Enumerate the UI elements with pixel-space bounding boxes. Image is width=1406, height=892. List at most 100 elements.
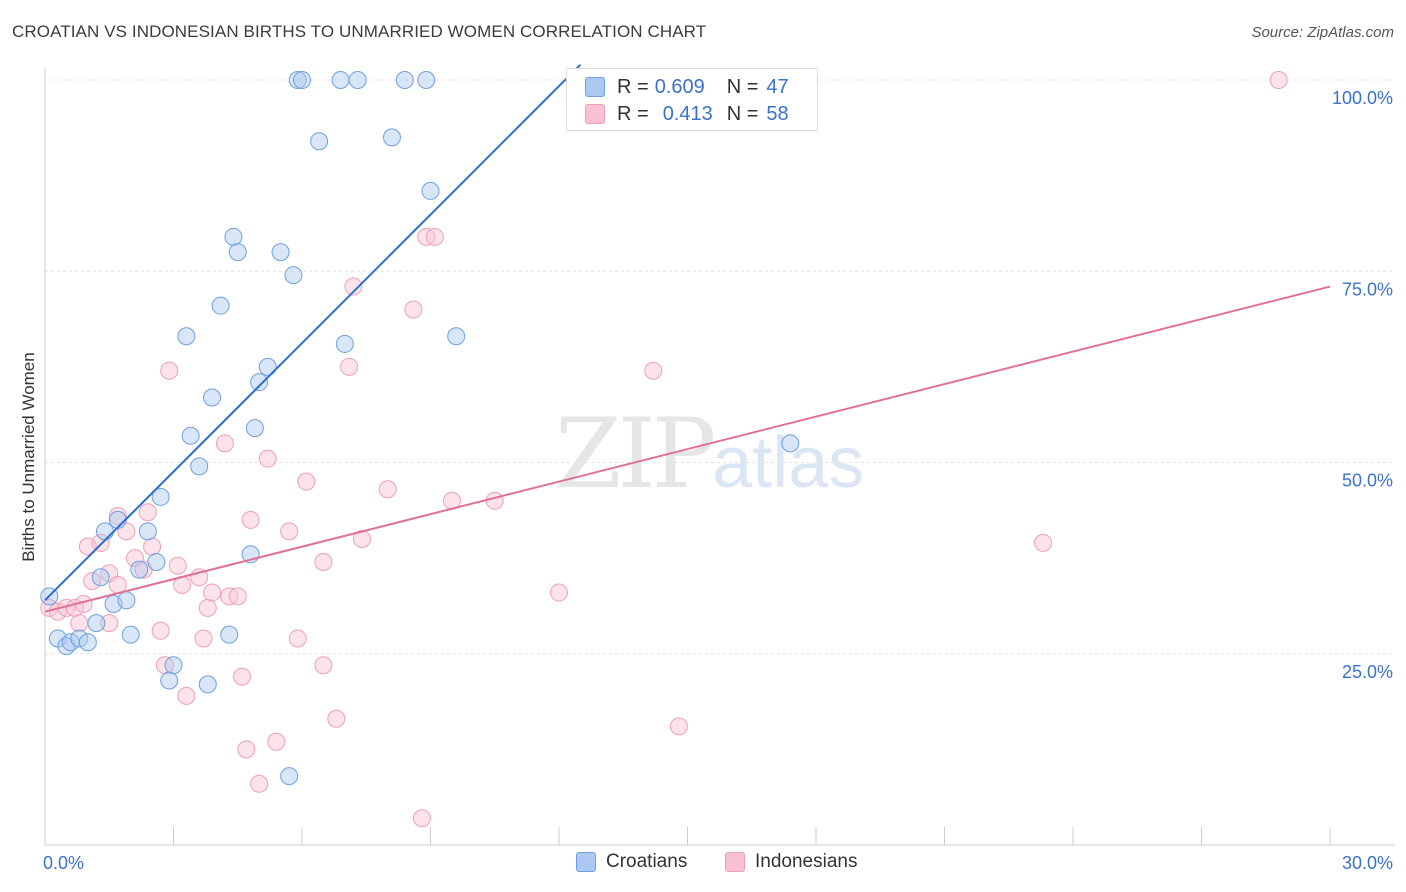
legend-r-label: R = [617, 75, 649, 98]
data-point [108, 510, 127, 529]
data-point [121, 625, 140, 644]
data-point [250, 774, 269, 793]
data-point [314, 552, 333, 571]
data-point [288, 629, 307, 648]
data-point [335, 334, 354, 353]
data-point [280, 522, 299, 541]
data-point [417, 71, 436, 89]
y-tick-label: 25.0% [1342, 662, 1393, 682]
data-point [164, 656, 183, 675]
data-point [669, 717, 688, 736]
data-point [215, 434, 234, 453]
data-point [100, 614, 119, 633]
data-point [404, 300, 423, 319]
series-legend-indonesians[interactable]: Indonesians [725, 851, 857, 873]
data-point [293, 71, 311, 89]
y-axis-title: Births to Unmarried Women [19, 352, 38, 561]
data-point [644, 361, 663, 380]
data-point [1034, 533, 1053, 552]
data-point [190, 457, 209, 476]
data-point [327, 709, 346, 728]
data-point [91, 568, 110, 587]
data-point [258, 449, 277, 468]
series-legend-croatians[interactable]: Croatians [576, 851, 687, 873]
legend-row-croatians: R = 0.609 N = 47 [585, 75, 789, 99]
legend-r-value: 0.609 [654, 75, 705, 98]
trend-line [44, 285, 1331, 613]
series-legend-label: Indonesians [755, 851, 858, 872]
data-point [425, 227, 444, 246]
data-point [228, 587, 247, 606]
data-point [550, 583, 568, 602]
series-legend-swatch [576, 852, 596, 872]
data-point [198, 675, 217, 694]
legend-swatch-indonesians [585, 104, 605, 124]
data-point [70, 614, 89, 633]
data-point [151, 487, 170, 506]
data-point [138, 522, 157, 541]
data-point [280, 767, 299, 786]
grid-lines [45, 79, 1395, 655]
data-point [1269, 71, 1288, 89]
series-croatians [40, 71, 800, 786]
data-point [83, 572, 102, 591]
data-point [177, 686, 196, 705]
source-credit: Source: ZipAtlas.com [1251, 24, 1394, 41]
legend-r-value: 0.413 [662, 102, 713, 125]
series-legend-label: Croatians [606, 851, 688, 872]
data-point [412, 809, 431, 828]
data-point [781, 434, 800, 453]
data-point [237, 740, 256, 759]
x-tick-label: 30.0% [1342, 853, 1393, 873]
data-point [233, 667, 252, 686]
data-point [271, 243, 290, 262]
trend-line [44, 63, 582, 601]
legend-n-label: N = [726, 75, 759, 98]
data-point [228, 243, 247, 262]
data-point [147, 552, 166, 571]
data-point [160, 671, 179, 690]
data-point [485, 491, 504, 510]
data-point [220, 625, 239, 644]
data-point [245, 419, 264, 438]
trend-lines [44, 63, 1331, 613]
data-point [297, 472, 316, 491]
series-legend: Croatians Indonesians [0, 851, 1406, 877]
data-point [181, 426, 200, 445]
legend-r-label: R = [617, 102, 649, 125]
data-point [267, 732, 286, 751]
data-point [87, 614, 106, 633]
data-point [447, 327, 466, 346]
data-point [211, 296, 230, 315]
axis-labels: 25.0% 50.0% 75.0% 100.0% 0.0% 30.0% Births to … [19, 88, 1393, 873]
y-tick-label: 50.0% [1342, 471, 1393, 491]
data-point [395, 71, 414, 89]
legend-row-indonesians: R = 0.413 N = 58 [585, 102, 789, 126]
data-point [91, 533, 110, 552]
data-point [117, 591, 136, 610]
x-tick-label: 0.0% [43, 853, 84, 873]
data-point [348, 71, 367, 89]
data-point [70, 629, 89, 648]
data-point [340, 357, 359, 376]
data-point [250, 373, 269, 392]
data-point [241, 510, 260, 529]
data-point [108, 507, 127, 526]
data-point [331, 71, 350, 89]
correlation-legend: R = 0.609 N = 47 R = 0.413 N = 58 [566, 68, 818, 131]
legend-n-value: 47 [766, 75, 789, 98]
axes [44, 68, 1395, 846]
data-point [314, 656, 333, 675]
data-point [198, 598, 217, 617]
series-legend-swatch [725, 852, 745, 872]
watermark-zip: ZIP [555, 398, 716, 510]
legend-swatch-croatians [585, 77, 605, 97]
data-point [168, 556, 187, 575]
data-point [203, 388, 222, 407]
data-point [378, 480, 397, 499]
series-indonesians [40, 71, 1288, 828]
legend-n-label: N = [726, 102, 759, 125]
data-point [203, 583, 222, 602]
data-point [224, 227, 243, 246]
